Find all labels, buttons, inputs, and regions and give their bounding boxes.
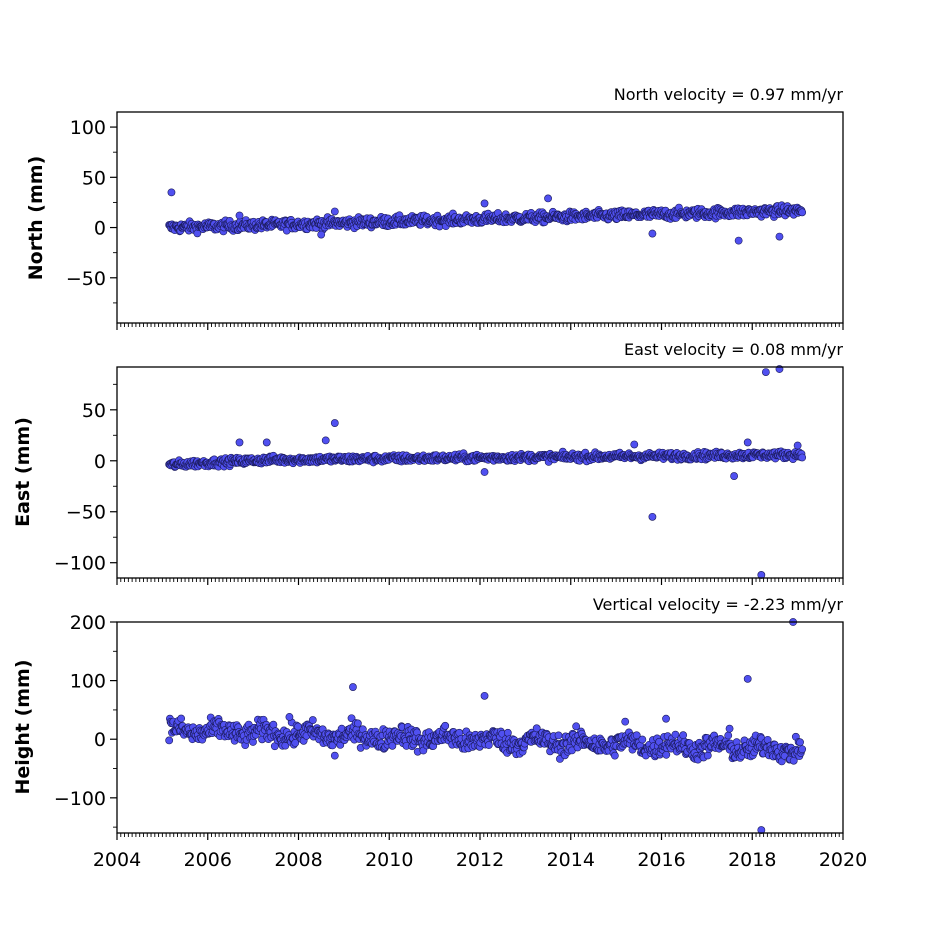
panel-east: East velocity = 0.08 mm/yr East (mm) −10… [12, 340, 844, 585]
x-tick-label: 2004 [93, 849, 141, 871]
y-tick-label: 50 [82, 400, 106, 422]
data-point [353, 719, 362, 728]
outlier-point [730, 472, 738, 480]
panel-north: North velocity = 0.97 mm/yr North (mm) −… [25, 85, 844, 330]
y-axis-label: Height (mm) [12, 659, 34, 794]
x-tick-label: 2006 [184, 849, 232, 871]
data-points [165, 618, 807, 834]
outlier-point [262, 438, 271, 447]
outlier-point [621, 717, 630, 726]
outlier-point [775, 232, 784, 241]
outlier-point [662, 714, 670, 723]
outlier-point [317, 230, 326, 239]
x-tick-label: 2014 [547, 849, 595, 871]
outlier-point [235, 211, 244, 220]
x-tick-label: 2016 [637, 849, 685, 871]
data-point [165, 736, 174, 745]
outlier-point [793, 441, 802, 450]
outlier-point [480, 691, 489, 700]
y-tick-label: 100 [70, 117, 106, 139]
data-points [165, 365, 807, 579]
data-point [294, 722, 302, 731]
x-tick-label: 2008 [274, 849, 322, 871]
panel-title: Vertical velocity = -2.23 mm/yr [593, 595, 844, 614]
panel-title: East velocity = 0.08 mm/yr [624, 340, 843, 359]
x-tick-label: 2020 [819, 849, 867, 871]
y-tick-label: −100 [54, 788, 106, 810]
data-point [724, 731, 733, 740]
outlier-point [349, 683, 357, 691]
panel-height: Vertical velocity = -2.23 mm/yr Height (… [12, 595, 867, 871]
y-tick-label: 200 [70, 612, 106, 634]
data-point [662, 750, 671, 759]
outlier-point [544, 194, 552, 203]
outlier-point [725, 724, 734, 733]
data-point [798, 208, 807, 217]
outlier-point [480, 468, 489, 476]
data-points [165, 188, 807, 245]
y-tick-label: 0 [94, 729, 106, 751]
outlier-point [630, 440, 639, 449]
y-tick-label: −100 [54, 553, 106, 575]
outlier-point [330, 207, 339, 216]
x-tick-label: 2012 [456, 849, 504, 871]
data-point [484, 741, 493, 749]
y-tick-label: −50 [66, 268, 106, 290]
data-point [610, 751, 619, 760]
data-point [308, 716, 317, 724]
outlier-point [648, 512, 657, 521]
data-point [177, 714, 186, 723]
data-point [269, 720, 278, 729]
outlier-point [734, 236, 743, 245]
data-point [798, 745, 807, 754]
y-tick-label: 0 [94, 218, 106, 240]
x-tick-label: 2018 [728, 849, 776, 871]
panel-title: North velocity = 0.97 mm/yr [614, 85, 844, 104]
data-point [703, 751, 712, 760]
data-point [291, 739, 300, 747]
outlier-point [761, 368, 770, 376]
outlier-point [167, 188, 176, 197]
y-tick-label: −50 [66, 502, 106, 524]
data-point [679, 731, 688, 740]
data-point [503, 728, 512, 737]
y-axis-label: East (mm) [12, 417, 34, 527]
outlier-point [648, 229, 657, 238]
outlier-point [321, 436, 330, 445]
x-tick-label: 2010 [365, 849, 413, 871]
outlier-point [330, 419, 339, 427]
data-point [798, 453, 807, 462]
outlier-point [235, 438, 244, 447]
y-axis-label: North (mm) [25, 156, 47, 281]
outlier-point [330, 751, 339, 760]
axis-ticks: −50 0 50 100 [66, 117, 844, 330]
y-tick-label: 100 [70, 671, 106, 693]
outlier-point [743, 674, 752, 683]
data-point [441, 721, 450, 730]
outlier-point [285, 713, 294, 721]
plot-frame [116, 111, 844, 324]
outlier-point [743, 438, 752, 447]
data-point [796, 738, 804, 747]
axis-ticks: −100 −50 0 50 [54, 383, 844, 585]
outlier-point [480, 199, 489, 208]
y-tick-label: 50 [82, 167, 106, 189]
data-point [554, 731, 563, 740]
data-point [638, 735, 647, 744]
y-tick-label: 0 [94, 451, 106, 473]
